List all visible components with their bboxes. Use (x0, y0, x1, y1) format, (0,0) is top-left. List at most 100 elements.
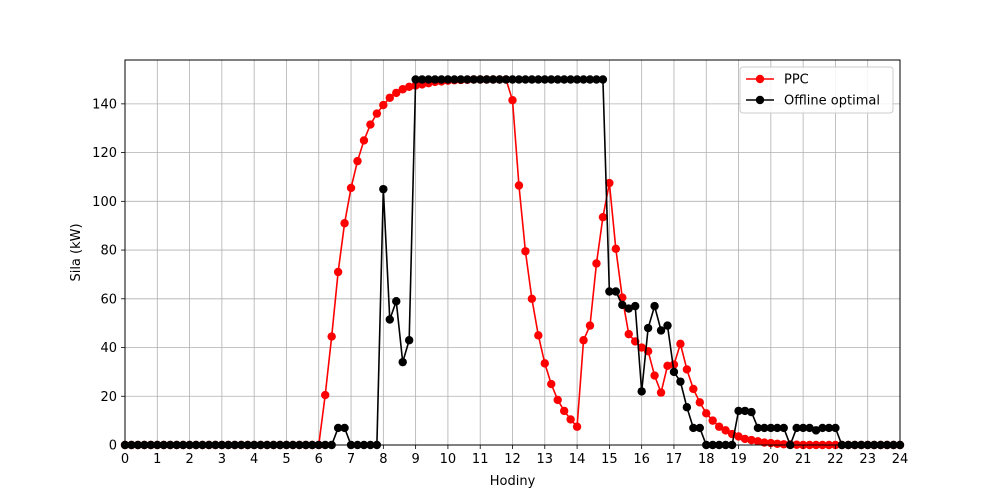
data-point-ppc (398, 85, 407, 94)
data-point-offline-optimal (611, 287, 621, 296)
x-tick-label: 19 (730, 452, 747, 467)
data-point-offline-optimal (753, 423, 763, 433)
x-tick-label: 21 (795, 452, 812, 467)
data-point-offline-optimal (779, 423, 788, 433)
data-point-ppc (740, 434, 750, 444)
data-point-offline-optimal (379, 184, 388, 194)
x-tick-label: 1 (153, 452, 161, 467)
data-point-ppc (353, 156, 362, 166)
y-axis-ticks: 0 20 40 60 80 100 120 140 (92, 97, 125, 454)
data-point-offline-optimal (333, 423, 343, 433)
data-point-ppc (650, 371, 659, 380)
data-point-ppc (663, 361, 672, 371)
data-point-ppc (379, 100, 388, 110)
data-point-ppc (366, 120, 375, 129)
data-point-ppc (553, 395, 562, 405)
legend: PPC Offline optimal (739, 66, 894, 114)
data-point-offline-optimal (805, 423, 814, 433)
data-point-ppc (534, 331, 543, 340)
data-point-offline-optimal (430, 75, 440, 84)
data-point-offline-optimal (463, 75, 472, 84)
y-tick-label: 0 (109, 439, 117, 454)
y-tick-label: 40 (100, 341, 117, 356)
data-point-ppc (624, 329, 633, 339)
data-point-offline-optimal (482, 75, 491, 84)
data-point-offline-optimal (411, 75, 420, 84)
x-tick-label: 10 (440, 452, 457, 467)
data-point-offline-optimal (559, 75, 569, 84)
data-point-offline-optimal (740, 406, 750, 416)
data-point-offline-optimal (676, 377, 685, 386)
x-tick-label: 5 (282, 452, 290, 467)
legend-marker (755, 74, 765, 84)
legend-item-ppc: PPC (746, 73, 809, 88)
data-point-offline-optimal (392, 297, 401, 306)
legend-label: Offline optimal (784, 94, 880, 109)
x-tick-label: 16 (633, 452, 650, 467)
data-point-offline-optimal (818, 423, 827, 433)
data-point-offline-optimal (773, 423, 782, 433)
data-point-ppc (566, 415, 575, 424)
data-point-offline-optimal (488, 75, 498, 84)
data-point-ppc (392, 88, 401, 98)
data-point-offline-optimal (514, 75, 524, 84)
data-point-ppc (695, 398, 704, 407)
data-point-offline-optimal (547, 75, 556, 84)
data-point-offline-optimal (398, 357, 407, 367)
data-point-ppc (734, 432, 743, 441)
data-point-offline-optimal (579, 75, 588, 84)
data-point-ppc (689, 384, 698, 394)
data-point-ppc (702, 409, 711, 418)
data-point-offline-optimal (760, 423, 769, 433)
data-point-ppc (753, 437, 763, 446)
data-point-offline-optimal (831, 423, 840, 433)
data-point-offline-optimal (624, 304, 633, 313)
x-tick-label: 4 (250, 452, 258, 467)
data-point-ppc (611, 244, 621, 254)
y-tick-label: 100 (92, 195, 117, 210)
data-point-offline-optimal (424, 75, 433, 84)
data-point-ppc (708, 416, 717, 425)
x-tick-label: 24 (892, 452, 909, 467)
x-tick-label: 14 (569, 452, 586, 467)
data-point-offline-optimal (469, 75, 478, 84)
data-point-offline-optimal (824, 423, 834, 433)
data-point-offline-optimal (534, 75, 543, 84)
data-point-offline-optimal (792, 423, 801, 433)
data-point-ppc (385, 93, 394, 102)
data-point-ppc (327, 332, 336, 341)
data-point-offline-optimal (650, 301, 659, 311)
data-point-ppc (547, 379, 556, 389)
data-point-ppc (333, 267, 343, 277)
data-point-offline-optimal (637, 387, 646, 396)
data-point-offline-optimal (811, 426, 821, 435)
data-point-offline-optimal (682, 403, 692, 412)
data-point-ppc (605, 178, 614, 188)
x-tick-label: 9 (411, 452, 419, 467)
data-point-offline-optimal (592, 75, 601, 84)
data-point-offline-optimal (656, 326, 666, 335)
data-point-ppc (579, 336, 588, 345)
data-point-offline-optimal (553, 75, 562, 84)
data-point-ppc (773, 439, 782, 448)
data-point-ppc (340, 219, 349, 228)
data-point-offline-optimal (598, 75, 608, 84)
data-point-offline-optimal (540, 75, 549, 84)
x-tick-label: 0 (121, 452, 129, 467)
data-point-ppc (747, 435, 756, 445)
data-point-ppc (682, 365, 692, 374)
x-axis-label: Hodiny (490, 474, 536, 489)
y-tick-label: 20 (100, 390, 117, 405)
data-point-offline-optimal (695, 423, 704, 433)
data-point-ppc (572, 422, 582, 431)
legend-label: PPC (784, 73, 809, 88)
data-point-offline-optimal (501, 75, 511, 84)
data-point-offline-optimal (585, 75, 595, 84)
x-tick-label: 6 (315, 452, 323, 467)
data-point-ppc (592, 259, 601, 268)
x-tick-label: 8 (379, 452, 387, 467)
data-point-offline-optimal (766, 423, 776, 433)
x-tick-label: 23 (859, 452, 876, 467)
x-tick-label: 7 (347, 452, 355, 467)
data-point-offline-optimal (747, 407, 756, 417)
